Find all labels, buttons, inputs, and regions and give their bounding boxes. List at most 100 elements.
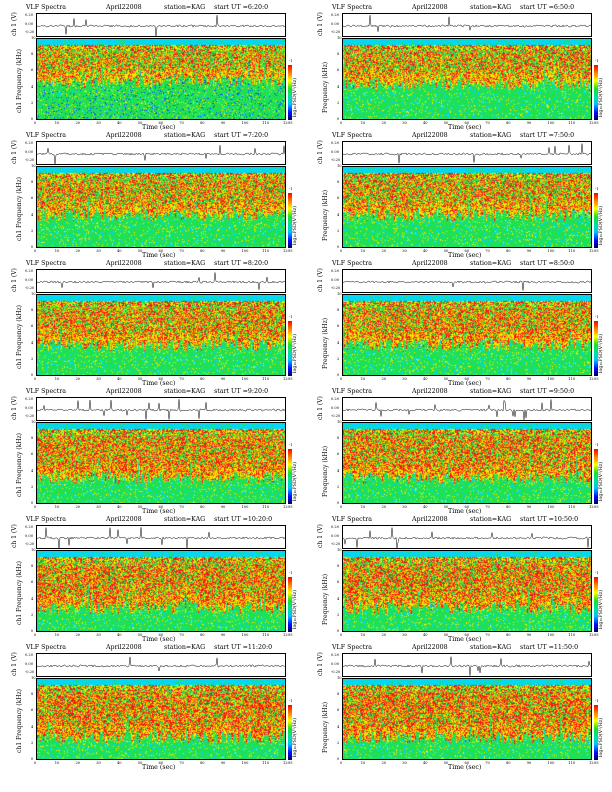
time-tick-label: 110 <box>568 377 576 381</box>
time-tick-label: 80 <box>200 121 205 125</box>
colorbar-label: log₁₀PSD(V²/Hz) <box>293 461 298 501</box>
colorbar-tick-label: -1 <box>289 315 293 319</box>
frequency-tick-label: 8 <box>337 564 340 569</box>
time-tick-label: 30 <box>96 633 101 637</box>
spectrogram-image <box>36 678 286 760</box>
frequency-tick-label: 10 <box>337 548 342 552</box>
colorbar-label: log₁₀PSD(V²/Hz) <box>293 717 298 757</box>
time-tick-label: 20 <box>75 249 81 253</box>
frequency-tick-label: 0 <box>337 117 340 121</box>
time-tick-label: 20 <box>75 633 81 637</box>
colorbar-tick-label: -1 <box>289 443 293 447</box>
time-tick-label: 70 <box>485 761 490 765</box>
frequency-tick-label: 10 <box>337 676 342 680</box>
colorbar <box>288 577 292 632</box>
spectrogram-panel: VLF Spectra April22008 station=KAG start UT… <box>4 131 304 259</box>
time-axis-label: Time (sec) <box>448 764 482 771</box>
spectrogram-image <box>36 294 286 376</box>
frequency-axis-label: ch1 Frequency (kHz) <box>16 304 23 369</box>
frequency-tick-label: 6 <box>31 196 34 201</box>
panel-header: VLF Spectra April22008 station=KAG start UT… <box>26 643 282 653</box>
time-tick-label: 70 <box>485 249 490 253</box>
time-tick-label: 10 <box>54 633 60 637</box>
spectrogram-image <box>36 166 286 248</box>
waveform-tick-label: 0.00 <box>331 533 340 538</box>
header-station: station=KAG <box>164 260 206 267</box>
time-tick-label: 30 <box>402 121 407 125</box>
waveform-axis-label: ch 1 (V) <box>11 12 18 36</box>
waveform-svg <box>37 15 285 36</box>
panel-header: VLF Spectra April22008 station=KAG start UT… <box>332 387 588 397</box>
frequency-tick-label: 10 <box>337 292 342 296</box>
waveform-plot <box>342 397 592 421</box>
time-tick-label: 10 <box>54 505 60 509</box>
waveform-svg <box>343 15 591 32</box>
time-tick-label: 110 <box>568 121 576 125</box>
header-title: VLF Spectra <box>332 516 372 523</box>
time-tick-label: 20 <box>381 761 387 765</box>
colorbar-label: log₁₀PSD(V²/Hz) <box>599 461 604 501</box>
frequency-tick-label: 6 <box>31 324 34 329</box>
spectrogram-image <box>342 294 592 376</box>
waveform-tick-label: -0.20 <box>25 414 35 419</box>
waveform-trace <box>343 280 591 291</box>
colorbar-tick-label: -5 <box>289 505 293 509</box>
time-tick-label: 110 <box>262 121 270 125</box>
time-tick-label: 120 <box>283 633 290 637</box>
time-tick-label: 120 <box>283 505 290 509</box>
frequency-tick-label: 8 <box>337 180 340 185</box>
panel-header: VLF Spectra April22008 station=KAG start UT… <box>26 515 282 525</box>
time-tick-label: 0 <box>34 249 37 253</box>
waveform-tick-label: 0.20 <box>25 653 34 657</box>
waveform-trace <box>37 399 285 420</box>
frequency-tick-label: 8 <box>31 52 34 57</box>
time-tick-label: 110 <box>262 377 270 381</box>
colorbar-tick-label: -1 <box>595 315 599 319</box>
time-tick-label: 90 <box>220 121 226 125</box>
colorbar-label: log₁₀PSD(V²/Hz) <box>599 333 604 373</box>
spectrogram-canvas <box>343 295 591 375</box>
time-tick-label: 0 <box>340 249 343 253</box>
spectrogram-canvas <box>343 551 591 631</box>
header-date: April22008 <box>412 516 448 523</box>
colorbar-tick-label: -5 <box>289 249 293 253</box>
time-tick-label: 20 <box>381 377 387 381</box>
waveform-tick-label: 0.00 <box>331 405 340 410</box>
time-tick-label: 80 <box>506 633 511 637</box>
waveform-tick-label: 0.00 <box>25 533 34 538</box>
frequency-tick-label: 10 <box>31 548 36 552</box>
time-tick-label: 80 <box>506 249 511 253</box>
waveform-axis-label: ch 1 (V) <box>317 140 324 164</box>
waveform-tick-label: 0.20 <box>25 13 34 17</box>
header-start-time: start UT =11:50:0 <box>520 644 579 651</box>
spectrogram-panel: VLF Spectra April22008 station=KAG start UT… <box>310 515 610 643</box>
time-tick-label: 120 <box>589 249 596 253</box>
colorbar <box>594 577 598 632</box>
frequency-tick-label: 6 <box>337 452 340 457</box>
spectrogram-canvas <box>343 679 591 759</box>
waveform-plot <box>36 141 286 165</box>
header-date: April22008 <box>412 4 448 11</box>
spectrogram-panel: VLF Spectra April22008 station=KAG start UT… <box>310 131 610 259</box>
time-tick-label: 100 <box>241 121 249 125</box>
frequency-tick-label: 10 <box>31 36 36 40</box>
time-tick-label: 70 <box>485 633 490 637</box>
frequency-tick-label: 8 <box>31 180 34 185</box>
panel-header: VLF Spectra April22008 station=KAG start UT… <box>26 3 282 13</box>
frequency-tick-label: 10 <box>31 420 36 424</box>
waveform-svg <box>343 399 591 420</box>
frequency-axis-label: ch1 Frequency (kHz) <box>16 176 23 241</box>
spectrogram-panel: VLF Spectra April22008 station=KAG start UT… <box>4 259 304 387</box>
time-tick-label: 80 <box>506 761 511 765</box>
colorbar-label: log₁₀PSD(V²/Hz) <box>293 333 298 373</box>
time-tick-label: 0 <box>340 505 343 509</box>
header-date: April22008 <box>106 260 142 267</box>
spectrogram-canvas <box>343 423 591 503</box>
time-tick-label: 60 <box>158 761 164 765</box>
spectrogram-panel: VLF Spectra April22008 station=KAG start UT… <box>4 643 304 771</box>
time-tick-label: 80 <box>506 505 511 509</box>
frequency-axis-label: Frequency (kHz) <box>322 701 329 753</box>
time-tick-label: 90 <box>220 377 226 381</box>
time-tick-label: 0 <box>34 121 37 125</box>
time-tick-label: 80 <box>200 761 205 765</box>
